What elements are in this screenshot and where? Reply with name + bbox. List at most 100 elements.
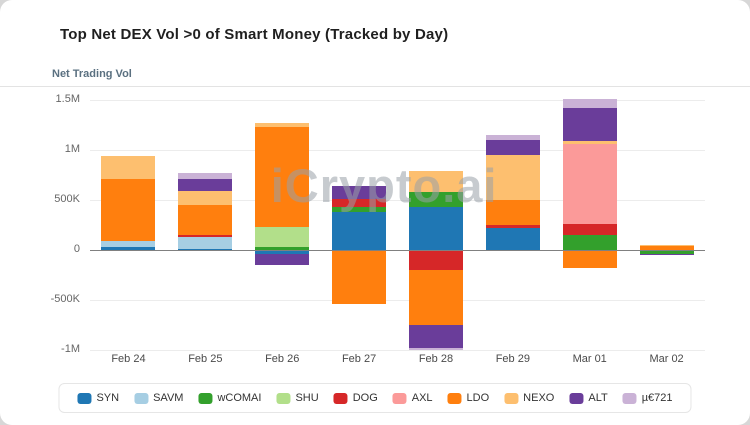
header-divider — [0, 86, 750, 87]
chart-title: Top Net DEX Vol >0 of Smart Money (Track… — [60, 26, 449, 43]
y-axis-tick-label: -500K — [50, 293, 80, 305]
bar-segment-alt[interactable] — [408, 325, 463, 348]
legend: SYN SAVM wCOMAI SHU DOG AXL LDO NEXO ALT µ€721 — [58, 383, 692, 413]
legend-label: NEXO — [523, 392, 555, 404]
legend-item-axl[interactable]: AXL — [392, 392, 433, 404]
bar-segment-alt[interactable] — [562, 108, 617, 141]
legend-label: µ€721 — [641, 392, 673, 404]
bar-segment-dog[interactable] — [408, 250, 463, 270]
bar-segment-alt[interactable] — [639, 254, 694, 255]
bar-segment-ldo[interactable] — [178, 205, 233, 235]
bar-segment-wcomai[interactable] — [562, 235, 617, 250]
legend-item-nexo[interactable]: NEXO — [504, 392, 554, 404]
bar-segment-ldo[interactable] — [408, 270, 463, 325]
bar-segment-dog[interactable] — [562, 224, 617, 235]
x-axis-tick-label: Mar 01 — [572, 353, 607, 365]
legend-swatch — [447, 392, 462, 404]
bar-segment-721[interactable] — [485, 135, 540, 140]
bar-segment-nexo[interactable] — [178, 191, 233, 205]
legend-swatch — [392, 392, 407, 404]
x-axis-tick-label: Feb 28 — [418, 353, 454, 365]
bar-segment-savm[interactable] — [178, 237, 233, 249]
y-axis-tick-label: 1.5M — [55, 93, 80, 105]
bar-segment-ldo[interactable] — [639, 246, 694, 250]
legend-swatch — [276, 392, 291, 404]
legend-swatch — [77, 392, 92, 404]
bar-segment-syn[interactable] — [101, 247, 156, 250]
bar-segment-axl[interactable] — [562, 144, 617, 224]
bar-segment-wcomai[interactable] — [255, 247, 310, 250]
bar-segment-721[interactable] — [408, 348, 463, 350]
legend-label: LDO — [466, 392, 490, 404]
legend-label: wCOMAI — [217, 392, 262, 404]
y-axis-tick-label: 0 — [73, 243, 80, 255]
gridline — [90, 100, 705, 101]
x-axis-tick-label: Feb 25 — [188, 353, 223, 365]
legend-label: DOG — [352, 392, 378, 404]
bar-segment-alt[interactable] — [255, 254, 310, 265]
bar-segment-syn[interactable] — [255, 250, 310, 254]
zero-gridline — [90, 250, 705, 251]
bar-segment-alt[interactable] — [178, 179, 233, 191]
legend-label: SAVM — [153, 392, 184, 404]
gridline — [90, 300, 705, 301]
bar-segment-721[interactable] — [562, 99, 617, 108]
y-axis-title: Net Trading Vol — [52, 68, 132, 80]
x-axis-tick-label: Feb 29 — [495, 353, 530, 365]
bar-segment-dog[interactable] — [485, 225, 540, 228]
bar-segment-nexo[interactable] — [255, 123, 310, 127]
bar-segment-ldo[interactable] — [332, 250, 387, 304]
legend-swatch — [333, 392, 348, 404]
bar-segment-shu[interactable] — [255, 227, 310, 247]
bar-segment-syn[interactable] — [485, 228, 540, 250]
legend-item-syn[interactable]: SYN — [77, 392, 119, 404]
bar-segment-alt[interactable] — [332, 186, 387, 199]
bar-segment-ldo[interactable] — [101, 179, 156, 241]
plot-area: 1.5M 1M 500K 0 -500K -1M Feb 24 Feb 25 Feb 26 Feb… — [51, 93, 705, 365]
bar-segment-wcomai[interactable] — [408, 192, 463, 207]
bar-segment-wcomai[interactable] — [332, 207, 387, 212]
x-axis-tick-label: Feb 24 — [111, 353, 146, 365]
legend-swatch — [198, 392, 213, 404]
bar-segment-nexo[interactable] — [639, 245, 694, 246]
legend-label: AXL — [411, 392, 433, 404]
bar-segment-syn[interactable] — [332, 212, 387, 250]
y-axis-tick-label: 500K — [54, 193, 80, 205]
legend-item-savm[interactable]: SAVM — [134, 392, 183, 404]
x-axis-tick-label: Feb 27 — [341, 353, 377, 365]
bar-segment-alt[interactable] — [485, 140, 540, 155]
bar-segment-wcomai[interactable] — [639, 251, 694, 254]
gridline — [90, 350, 705, 351]
gridline — [90, 200, 705, 201]
bar-segment-nexo[interactable] — [562, 141, 617, 144]
legend-item-dog[interactable]: DOG — [333, 392, 378, 404]
legend-item-ldo[interactable]: LDO — [447, 392, 490, 404]
bar-segment-savm[interactable] — [101, 241, 156, 247]
bar-segment-ldo[interactable] — [562, 250, 617, 268]
y-axis-tick-label: -1M — [61, 343, 80, 355]
legend-label: SHU — [295, 392, 319, 404]
x-axis-tick-label: Feb 26 — [265, 353, 300, 365]
legend-item-721[interactable]: µ€721 — [622, 392, 673, 404]
legend-label: SYN — [96, 392, 120, 404]
bar-segment-dog[interactable] — [332, 199, 387, 207]
gridline — [90, 150, 705, 151]
x-axis-tick-label: Mar 02 — [649, 353, 684, 365]
bar-segment-nexo[interactable] — [408, 171, 463, 192]
bar-segment-721[interactable] — [178, 173, 233, 179]
bar-segment-ldo[interactable] — [485, 200, 540, 225]
bar-segment-syn[interactable] — [178, 249, 233, 250]
legend-item-shu[interactable]: SHU — [276, 392, 319, 404]
bar-segment-nexo[interactable] — [485, 155, 540, 200]
bar-segment-ldo[interactable] — [255, 127, 310, 227]
legend-swatch — [134, 392, 149, 404]
legend-item-alt[interactable]: ALT — [569, 392, 608, 404]
legend-swatch — [622, 392, 637, 404]
legend-swatch — [504, 392, 519, 404]
bar-segment-syn[interactable] — [408, 207, 463, 250]
bar-segment-dog[interactable] — [178, 235, 233, 237]
legend-item-wcomai[interactable]: wCOMAI — [198, 392, 261, 404]
bar-segment-nexo[interactable] — [101, 156, 156, 179]
y-axis-tick-label: 1M — [64, 143, 80, 155]
